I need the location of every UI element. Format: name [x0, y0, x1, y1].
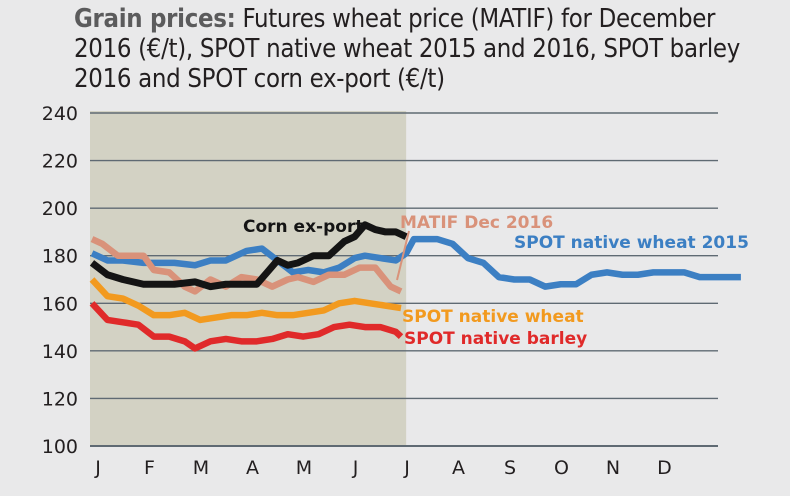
label-matif: MATIF Dec 2016 — [400, 213, 553, 233]
series-line-matif — [90, 236, 403, 295]
label-corn: Corn ex-port — [243, 217, 363, 237]
series-line-wheat2015 — [90, 235, 741, 290]
series-line-corn — [89, 221, 408, 291]
x-tick-label: M — [296, 457, 312, 479]
label-wheat-2015: SPOT native wheat 2015 — [514, 233, 749, 253]
x-tick-label: J — [94, 457, 101, 479]
x-tick-label: A — [452, 457, 465, 479]
y-tick-label: 120 — [42, 388, 78, 410]
chart-title-rest: Futures wheat price (MATIF) for December… — [74, 4, 740, 94]
x-tick-label: M — [193, 457, 209, 479]
y-tick-label: 140 — [42, 341, 78, 363]
x-tick-label: A — [246, 457, 259, 479]
chart-title: Grain prices: Futures wheat price (MATIF… — [74, 4, 774, 94]
x-tick-label: D — [657, 457, 672, 479]
series-lines — [89, 221, 741, 352]
y-tick-label: 200 — [42, 198, 78, 220]
series-line-wheat2016 — [89, 277, 402, 324]
y-tick-label: 180 — [42, 246, 78, 268]
y-tick-label: 100 — [42, 436, 78, 458]
matif-label-leader — [396, 230, 410, 281]
x-tick-label: S — [504, 457, 516, 479]
label-wheat-2016: SPOT native wheat — [402, 307, 584, 327]
y-tick-label: 220 — [42, 151, 78, 173]
x-tick-label: J — [403, 457, 410, 479]
series-labels: Corn ex-port MATIF Dec 2016 SPOT native … — [243, 213, 749, 349]
y-tick-label: 240 — [42, 103, 78, 125]
x-tick-label: F — [144, 457, 155, 479]
y-axis-ticks: 100 120 140 160 180 200 220 240 — [42, 103, 78, 458]
y-tick-label: 160 — [42, 293, 78, 315]
chart-title-bold: Grain prices: — [74, 4, 236, 34]
x-tick-label: J — [352, 457, 359, 479]
x-tick-label: O — [554, 457, 569, 479]
label-barley: SPOT native barley — [404, 329, 587, 349]
x-tick-label: N — [606, 457, 620, 479]
series-line-barley — [89, 301, 404, 352]
gridlines — [90, 112, 718, 447]
